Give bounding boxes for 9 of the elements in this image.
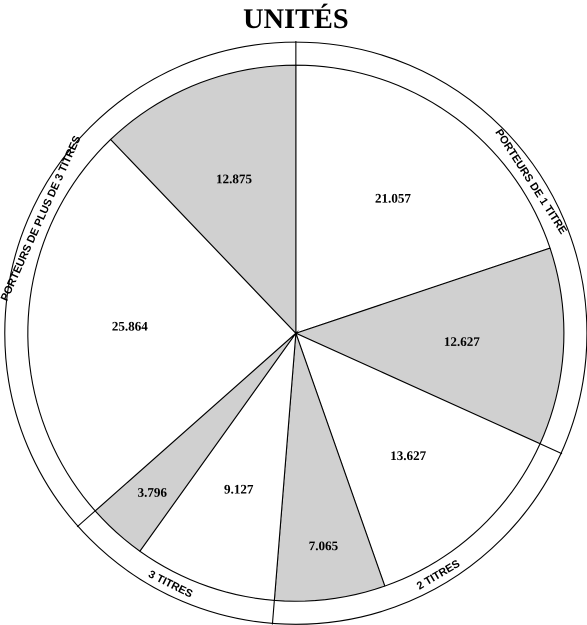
data-label: 12.875 bbox=[216, 174, 252, 184]
data-label: 9.127 bbox=[224, 484, 253, 494]
data-label: 21.057 bbox=[375, 194, 410, 203]
data-label: 3.796 bbox=[138, 488, 166, 497]
chart-title: UNITÉS bbox=[244, 4, 348, 28]
data-label: 13.627 bbox=[391, 451, 426, 460]
data-label: 25.864 bbox=[112, 322, 148, 331]
data-label: 12.627 bbox=[444, 337, 480, 346]
data-label: 7.065 bbox=[309, 541, 338, 550]
